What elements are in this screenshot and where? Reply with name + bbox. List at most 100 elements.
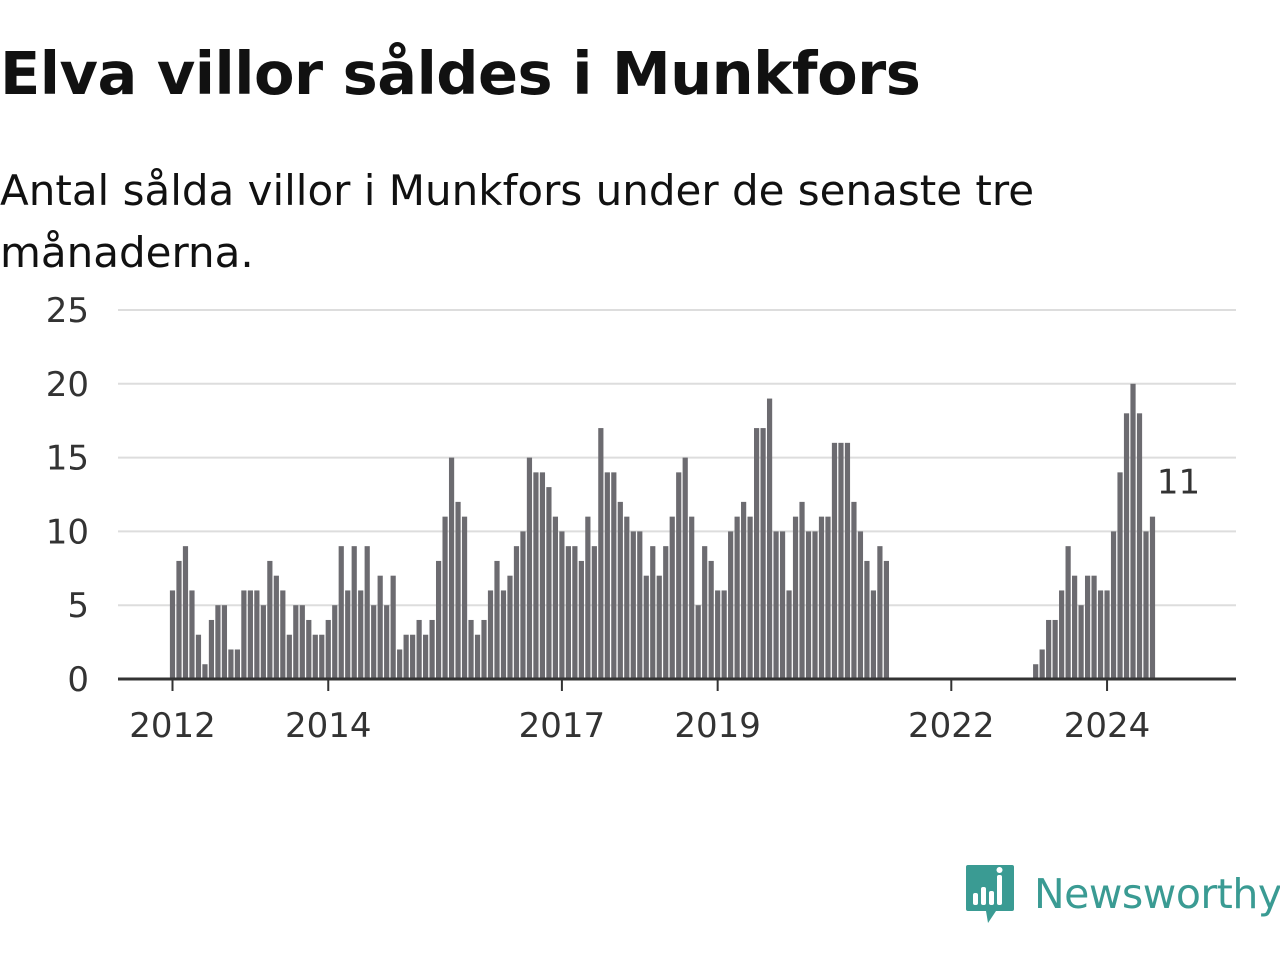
bar	[734, 516, 740, 679]
bar	[455, 501, 461, 679]
bar	[215, 605, 221, 679]
bar	[1130, 383, 1136, 679]
bar	[520, 531, 526, 679]
bar	[1104, 590, 1110, 679]
bar	[565, 546, 571, 679]
bar	[377, 575, 383, 679]
bar	[1123, 413, 1130, 679]
bar	[663, 546, 669, 679]
bar	[487, 590, 494, 679]
bar	[435, 560, 442, 679]
bar	[312, 634, 318, 679]
bar	[611, 472, 617, 679]
bar	[332, 605, 338, 679]
bar	[1143, 531, 1149, 679]
bar	[883, 560, 889, 679]
bar	[851, 501, 857, 679]
bar	[1046, 619, 1052, 679]
bar	[507, 575, 513, 679]
bar	[546, 487, 552, 679]
bar	[728, 531, 734, 679]
gridlines	[118, 309, 1236, 607]
bar	[812, 531, 818, 679]
bar	[1072, 575, 1078, 679]
y-tick-label: 10	[46, 512, 89, 552]
newsworthy-logo: Newsworthy	[964, 862, 1280, 926]
bar	[319, 634, 325, 679]
brand-name: Newsworthy	[1034, 870, 1280, 918]
bar	[708, 560, 714, 679]
bar	[786, 590, 792, 679]
bar-chart: 0 5 10 15 20 25 2012 2014 2017 2019 2022 2024 11	[46, 291, 1236, 746]
bar	[682, 457, 688, 679]
bar	[1065, 546, 1071, 679]
bar	[805, 531, 812, 679]
bar	[1039, 649, 1045, 679]
bar	[721, 590, 727, 679]
bar	[702, 546, 708, 679]
bar	[741, 501, 747, 679]
bar	[189, 590, 195, 679]
chart-subtitle: Antal sålda villor i Munkfors under de s…	[0, 166, 1035, 277]
y-tick-label: 5	[67, 586, 89, 626]
bar	[617, 501, 623, 679]
bar	[779, 531, 786, 679]
x-tick-label: 2019	[674, 706, 761, 746]
bar	[241, 590, 247, 679]
x-tick-label: 2022	[908, 706, 995, 746]
y-tick-label: 20	[46, 365, 89, 405]
bar	[254, 590, 260, 679]
bar	[234, 649, 240, 679]
bar	[325, 619, 331, 679]
bar	[1084, 575, 1091, 679]
bar	[260, 605, 266, 679]
bar	[500, 590, 507, 679]
x-tick-label: 2014	[285, 706, 372, 746]
bar	[397, 649, 403, 679]
bar	[267, 560, 273, 679]
bar	[604, 472, 610, 679]
bar	[494, 560, 500, 679]
bar	[760, 428, 766, 679]
bar	[208, 619, 215, 679]
x-axis: 2012 2014 2017 2019 2022 2024	[118, 677, 1236, 746]
bar	[1052, 619, 1058, 679]
bar	[585, 516, 591, 679]
bar	[572, 546, 578, 679]
bar	[669, 516, 675, 679]
bar	[169, 590, 176, 679]
y-tick-label: 15	[46, 439, 89, 479]
bars	[169, 383, 1156, 679]
bar	[1059, 590, 1065, 679]
bar	[468, 619, 474, 679]
bar	[1033, 664, 1039, 679]
bar	[390, 575, 396, 679]
bar	[195, 634, 202, 679]
bar	[423, 634, 429, 679]
bar	[358, 590, 364, 679]
bar	[442, 516, 448, 679]
bar	[461, 516, 468, 679]
bar	[533, 472, 539, 679]
bar	[857, 531, 864, 679]
bar	[306, 619, 312, 679]
bar	[578, 560, 584, 679]
bar	[715, 590, 721, 679]
bar	[202, 664, 208, 679]
highlight-value-label: 11	[1157, 463, 1200, 503]
bar	[474, 634, 481, 679]
bar	[864, 560, 870, 679]
y-tick-label: 25	[46, 291, 89, 331]
bar	[221, 605, 228, 679]
bar	[448, 457, 455, 679]
bar	[818, 516, 825, 679]
bar	[877, 546, 883, 679]
bar	[598, 428, 604, 679]
bar	[624, 516, 630, 679]
bar	[552, 516, 559, 679]
bar	[799, 501, 805, 679]
bar	[1097, 590, 1104, 679]
bar	[630, 531, 636, 679]
bar	[247, 590, 253, 679]
x-tick-label: 2024	[1064, 706, 1151, 746]
